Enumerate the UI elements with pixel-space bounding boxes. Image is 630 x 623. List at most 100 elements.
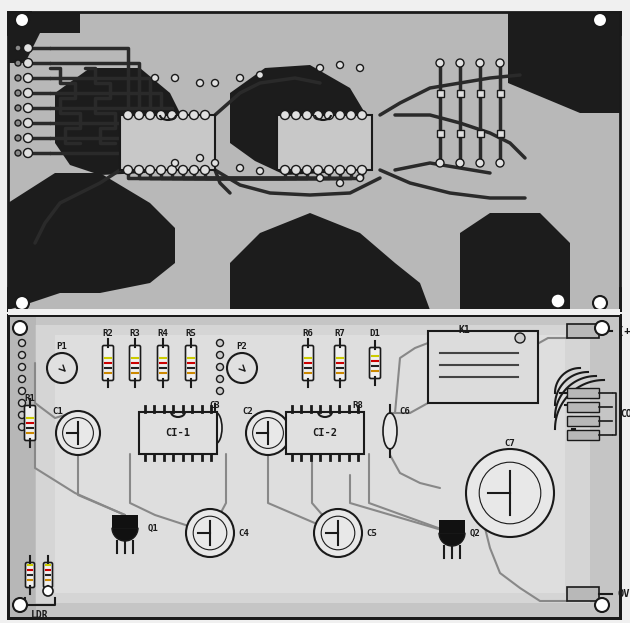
Circle shape xyxy=(466,449,554,537)
Text: LDR: LDR xyxy=(32,610,49,620)
Circle shape xyxy=(171,159,178,166)
Text: (+): (+) xyxy=(618,326,630,336)
Circle shape xyxy=(357,65,364,72)
Polygon shape xyxy=(230,213,430,310)
Bar xyxy=(8,315,620,618)
Circle shape xyxy=(186,509,234,557)
Text: R3: R3 xyxy=(130,329,140,338)
Circle shape xyxy=(212,80,219,87)
Circle shape xyxy=(357,110,367,120)
Bar xyxy=(112,515,138,528)
Bar xyxy=(8,309,620,315)
Circle shape xyxy=(168,110,176,120)
Circle shape xyxy=(24,44,32,52)
Text: C7: C7 xyxy=(505,439,515,448)
Circle shape xyxy=(595,321,609,335)
FancyBboxPatch shape xyxy=(103,346,113,381)
Circle shape xyxy=(197,80,203,87)
Text: R5: R5 xyxy=(186,329,197,338)
Bar xyxy=(8,12,620,310)
Circle shape xyxy=(24,74,32,82)
Circle shape xyxy=(123,166,132,174)
Polygon shape xyxy=(55,68,185,175)
Circle shape xyxy=(292,166,301,174)
Text: R8: R8 xyxy=(353,401,364,410)
Circle shape xyxy=(47,353,77,383)
Bar xyxy=(567,324,599,338)
Circle shape xyxy=(280,110,290,120)
Circle shape xyxy=(23,133,33,143)
Bar xyxy=(437,130,444,136)
Text: C3: C3 xyxy=(210,401,220,410)
Bar xyxy=(139,412,217,454)
Circle shape xyxy=(246,411,290,455)
Circle shape xyxy=(302,166,311,174)
Text: R7: R7 xyxy=(335,329,345,338)
Circle shape xyxy=(43,586,53,596)
Bar xyxy=(286,412,364,454)
Bar xyxy=(277,115,372,170)
Circle shape xyxy=(15,60,21,66)
Circle shape xyxy=(593,296,607,310)
Circle shape xyxy=(357,166,367,174)
Circle shape xyxy=(24,134,32,142)
Bar xyxy=(428,331,538,403)
Circle shape xyxy=(56,411,100,455)
Circle shape xyxy=(18,388,25,394)
Circle shape xyxy=(15,105,21,111)
Text: D1: D1 xyxy=(370,329,381,338)
Circle shape xyxy=(200,166,210,174)
Text: C6: C6 xyxy=(399,407,410,416)
Text: R1: R1 xyxy=(25,394,35,403)
Circle shape xyxy=(314,509,362,557)
Circle shape xyxy=(18,363,25,371)
Text: CI-2: CI-2 xyxy=(312,428,338,438)
Circle shape xyxy=(15,90,21,96)
Text: C2: C2 xyxy=(243,407,253,416)
Circle shape xyxy=(302,110,311,120)
Bar xyxy=(8,315,620,618)
Circle shape xyxy=(24,149,32,157)
Circle shape xyxy=(15,120,21,126)
Circle shape xyxy=(15,135,21,141)
Circle shape xyxy=(146,166,154,174)
Bar xyxy=(567,587,599,601)
Circle shape xyxy=(476,59,484,67)
FancyBboxPatch shape xyxy=(302,346,314,381)
Bar xyxy=(55,335,565,593)
Bar xyxy=(437,90,444,97)
Circle shape xyxy=(217,376,224,383)
Text: R6: R6 xyxy=(302,329,313,338)
Circle shape xyxy=(236,75,244,82)
Text: C1: C1 xyxy=(53,407,64,416)
FancyBboxPatch shape xyxy=(130,346,140,381)
Bar xyxy=(476,90,483,97)
Bar xyxy=(457,130,464,136)
Text: CI-1: CI-1 xyxy=(166,428,190,438)
Circle shape xyxy=(217,363,224,371)
Circle shape xyxy=(292,110,301,120)
Circle shape xyxy=(13,598,27,612)
Bar xyxy=(457,90,464,97)
Circle shape xyxy=(324,166,333,174)
Circle shape xyxy=(18,340,25,346)
Circle shape xyxy=(134,110,144,120)
Circle shape xyxy=(168,166,176,174)
Bar xyxy=(8,12,620,310)
Circle shape xyxy=(123,110,132,120)
Circle shape xyxy=(324,110,333,120)
Polygon shape xyxy=(508,13,620,113)
Circle shape xyxy=(18,351,25,358)
Circle shape xyxy=(496,159,504,167)
Circle shape xyxy=(134,166,144,174)
Polygon shape xyxy=(8,173,175,310)
Circle shape xyxy=(593,13,607,27)
Bar xyxy=(8,315,36,618)
Text: C4: C4 xyxy=(238,528,249,538)
Text: C5: C5 xyxy=(366,528,377,538)
Circle shape xyxy=(23,118,33,128)
Polygon shape xyxy=(230,65,368,175)
Circle shape xyxy=(13,321,27,335)
Circle shape xyxy=(23,88,33,98)
Bar xyxy=(567,430,599,440)
